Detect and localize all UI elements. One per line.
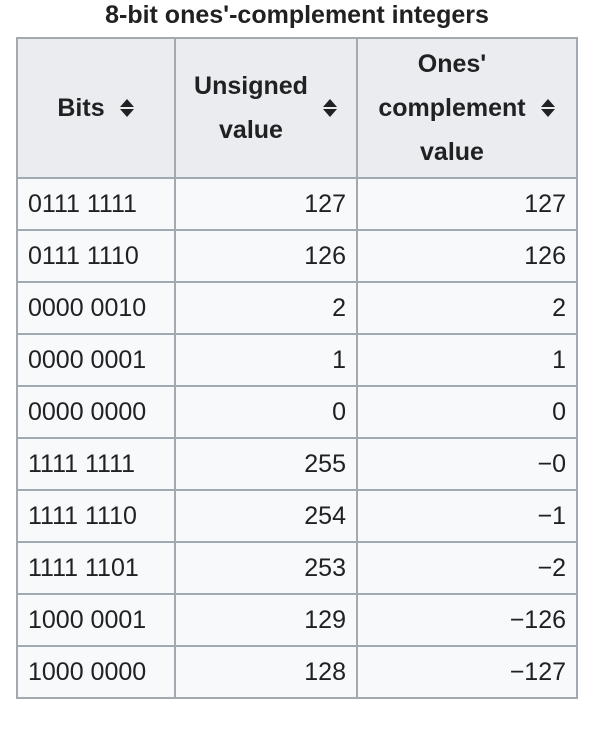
table-caption: 8-bit ones'-complement integers: [105, 1, 489, 29]
table-row: 0000 0001 1 1: [16, 333, 578, 387]
unsigned-value-cell: 254: [174, 489, 358, 543]
header-row: Bits Unsigned value: [16, 37, 578, 179]
unsigned-value-cell: 0: [174, 385, 358, 439]
bits-cell: 1000 0001: [16, 593, 176, 647]
ones-complement-value-cell: 127: [356, 177, 578, 231]
sort-arrows-icon[interactable]: [119, 98, 135, 118]
table-row: 1000 0000 128 −127: [16, 645, 578, 699]
bits-cell: 1000 0000: [16, 645, 176, 699]
ones-complement-value-cell: 2: [356, 281, 578, 335]
unsigned-value-cell: 1: [174, 333, 358, 387]
ones-complement-value-cell: −1: [356, 489, 578, 543]
table-row: 1111 1111 255 −0: [16, 437, 578, 491]
table-row: 1111 1110 254 −1: [16, 489, 578, 543]
bits-cell: 0111 1111: [16, 177, 176, 231]
table-row: 0000 0000 0 0: [16, 385, 578, 439]
unsigned-value-cell: 2: [174, 281, 358, 335]
column-header-ones-complement-value[interactable]: Ones' complement value: [356, 37, 578, 179]
column-header-bits-label: Bits: [57, 94, 105, 122]
ones-complement-value-cell: −0: [356, 437, 578, 491]
column-header-ones-complement-label: Ones' complement value: [378, 42, 525, 174]
bits-cell: 1111 1101: [16, 541, 176, 595]
unsigned-value-cell: 126: [174, 229, 358, 283]
ones-complement-value-cell: 1: [356, 333, 578, 387]
header-line: value: [420, 138, 484, 166]
sort-arrows-icon[interactable]: [540, 98, 556, 118]
table-row: 1111 1101 253 −2: [16, 541, 578, 595]
column-header-bits[interactable]: Bits: [16, 37, 176, 179]
unsigned-value-cell: 253: [174, 541, 358, 595]
ones-complement-table: Bits Unsigned value: [16, 37, 578, 699]
bits-cell: 0000 0001: [16, 333, 176, 387]
unsigned-value-cell: 129: [174, 593, 358, 647]
ones-complement-value-cell: 0: [356, 385, 578, 439]
header-line: complement: [378, 94, 526, 122]
bits-cell: 0000 0010: [16, 281, 176, 335]
bits-cell: 0000 0000: [16, 385, 176, 439]
unsigned-value-cell: 128: [174, 645, 358, 699]
ones-complement-value-cell: −127: [356, 645, 578, 699]
ones-complement-value-cell: 126: [356, 229, 578, 283]
header-line: value: [219, 116, 283, 144]
table-row: 1000 0001 129 −126: [16, 593, 578, 647]
table-row: 0000 0010 2 2: [16, 281, 578, 335]
header-line: Unsigned: [194, 72, 308, 100]
bits-cell: 1111 1111: [16, 437, 176, 491]
column-header-unsigned-label: Unsigned value: [194, 64, 308, 152]
table-row: 0111 1111 127 127: [16, 177, 578, 231]
column-header-unsigned-value[interactable]: Unsigned value: [174, 37, 358, 179]
unsigned-value-cell: 255: [174, 437, 358, 491]
ones-complement-value-cell: −126: [356, 593, 578, 647]
bits-cell: 0111 1110: [16, 229, 176, 283]
table-row: 0111 1110 126 126: [16, 229, 578, 283]
unsigned-value-cell: 127: [174, 177, 358, 231]
sort-arrows-icon[interactable]: [322, 98, 338, 118]
ones-complement-value-cell: −2: [356, 541, 578, 595]
bits-cell: 1111 1110: [16, 489, 176, 543]
header-line: Ones': [417, 50, 487, 78]
